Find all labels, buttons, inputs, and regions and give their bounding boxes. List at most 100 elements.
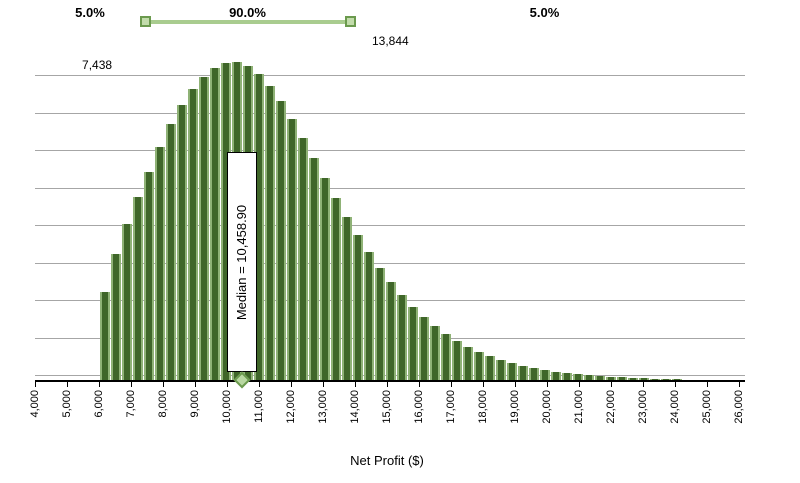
histogram-bar bbox=[418, 317, 429, 382]
histogram-bar bbox=[308, 158, 319, 382]
histogram-bar bbox=[154, 147, 165, 382]
right-delimiter-value: 13,844 bbox=[372, 34, 409, 48]
x-axis-tick bbox=[99, 382, 100, 387]
horizontal-gridline bbox=[35, 150, 745, 151]
histogram-bar bbox=[165, 124, 176, 382]
x-axis-title: Net Profit ($) bbox=[350, 453, 424, 468]
histogram-bar bbox=[132, 197, 143, 382]
x-axis-tick bbox=[67, 382, 68, 387]
x-axis-tick bbox=[291, 382, 292, 387]
x-axis-tick-label: 25,000 bbox=[701, 390, 713, 424]
horizontal-gridline bbox=[35, 112, 745, 114]
histogram-bar bbox=[561, 373, 572, 382]
x-axis-tick bbox=[163, 382, 164, 387]
x-axis-tick-label: 14,000 bbox=[349, 390, 361, 424]
histogram-bar bbox=[429, 326, 440, 382]
histogram-bar bbox=[198, 77, 209, 382]
x-axis-tick-label: 26,000 bbox=[733, 390, 745, 424]
x-axis-tick-label: 6,000 bbox=[93, 390, 105, 418]
histogram-bar bbox=[385, 282, 396, 382]
right-tail-percentage: 5.0% bbox=[529, 5, 560, 20]
histogram-bar bbox=[495, 360, 506, 382]
histogram-bar bbox=[605, 377, 616, 382]
x-axis-tick bbox=[355, 382, 356, 387]
x-axis-tick-label: 4,000 bbox=[29, 390, 41, 418]
x-axis-tick-label: 13,000 bbox=[317, 390, 329, 424]
x-axis-tick bbox=[387, 382, 388, 387]
x-axis-tick-label: 17,000 bbox=[445, 390, 457, 424]
x-axis-tick bbox=[579, 382, 580, 387]
x-axis-tick-label: 16,000 bbox=[413, 390, 425, 424]
histogram-bar bbox=[264, 86, 275, 382]
x-axis-tick-label: 19,000 bbox=[509, 390, 521, 424]
x-axis-tick-label: 8,000 bbox=[157, 390, 169, 418]
histogram-bar bbox=[583, 375, 594, 382]
x-axis-tick-label: 21,000 bbox=[573, 390, 585, 424]
median-callout-box: Median = 10,458.90 bbox=[226, 152, 257, 372]
horizontal-gridline bbox=[35, 187, 745, 189]
horizontal-gridline bbox=[35, 75, 745, 76]
histogram-bar bbox=[517, 366, 528, 382]
histogram-bar bbox=[143, 172, 154, 382]
x-axis-tick-label: 10,000 bbox=[221, 390, 233, 424]
histogram-bar bbox=[539, 370, 550, 382]
horizontal-gridline bbox=[35, 225, 745, 226]
plot-area: Median = 10,458.90 bbox=[35, 56, 745, 382]
histogram-bar bbox=[176, 105, 187, 382]
x-axis-tick bbox=[611, 382, 612, 387]
horizontal-gridline bbox=[35, 262, 745, 264]
histogram-bar bbox=[286, 119, 297, 382]
x-axis-tick bbox=[643, 382, 644, 387]
histogram-bar bbox=[275, 101, 286, 382]
x-axis-tick bbox=[259, 382, 260, 387]
histogram-bar bbox=[407, 307, 418, 382]
x-axis-tick bbox=[419, 382, 420, 387]
x-axis-tick bbox=[323, 382, 324, 387]
mid-region-percentage: 90.0% bbox=[229, 5, 266, 20]
x-axis-tick bbox=[451, 382, 452, 387]
x-axis-tick bbox=[739, 382, 740, 387]
x-axis-tick-label: 15,000 bbox=[381, 390, 393, 424]
x-axis-tick-label: 24,000 bbox=[669, 390, 681, 424]
x-axis-tick bbox=[227, 382, 228, 387]
left-delimiter-handle[interactable] bbox=[139, 16, 151, 27]
x-axis-tick bbox=[195, 382, 196, 387]
histogram-bar bbox=[330, 198, 341, 382]
histogram-bar bbox=[374, 268, 385, 382]
x-axis-tick bbox=[131, 382, 132, 387]
x-axis-tick bbox=[707, 382, 708, 387]
histogram-bar bbox=[187, 89, 198, 382]
histogram-bar bbox=[440, 334, 451, 382]
x-axis-tick-label: 12,000 bbox=[285, 390, 297, 424]
left-tail-percentage: 5.0% bbox=[75, 5, 105, 20]
x-axis-tick-label: 9,000 bbox=[189, 390, 201, 418]
x-axis-tick bbox=[547, 382, 548, 387]
x-axis-tick bbox=[675, 382, 676, 387]
histogram-bar bbox=[99, 292, 110, 382]
histogram-bar bbox=[484, 356, 495, 382]
x-axis-baseline bbox=[35, 380, 745, 382]
histogram-bar bbox=[473, 352, 484, 382]
histogram-bar bbox=[121, 224, 132, 382]
histogram-bar bbox=[550, 372, 561, 382]
histogram-bar bbox=[451, 341, 462, 382]
histogram-bar bbox=[506, 363, 517, 382]
right-delimiter-handle[interactable] bbox=[344, 16, 356, 27]
histogram-bar bbox=[594, 376, 605, 382]
histogram-bar bbox=[572, 374, 583, 382]
x-axis-tick-label: 20,000 bbox=[541, 390, 553, 424]
histogram-bar bbox=[616, 377, 627, 382]
x-axis-tick bbox=[515, 382, 516, 387]
x-axis-tick bbox=[35, 382, 36, 387]
histogram-bar bbox=[462, 347, 473, 382]
histogram-bar bbox=[110, 254, 121, 382]
x-axis-tick-label: 5,000 bbox=[61, 390, 73, 418]
x-axis-tick-label: 7,000 bbox=[125, 390, 137, 418]
delimiter-slider-track[interactable] bbox=[145, 20, 350, 24]
median-callout-label: Median = 10,458.90 bbox=[234, 204, 250, 320]
histogram-bar bbox=[297, 138, 308, 382]
histogram-bar bbox=[396, 295, 407, 382]
x-axis-tick-label: 11,000 bbox=[253, 390, 265, 423]
x-axis-tick-label: 22,000 bbox=[605, 390, 617, 424]
